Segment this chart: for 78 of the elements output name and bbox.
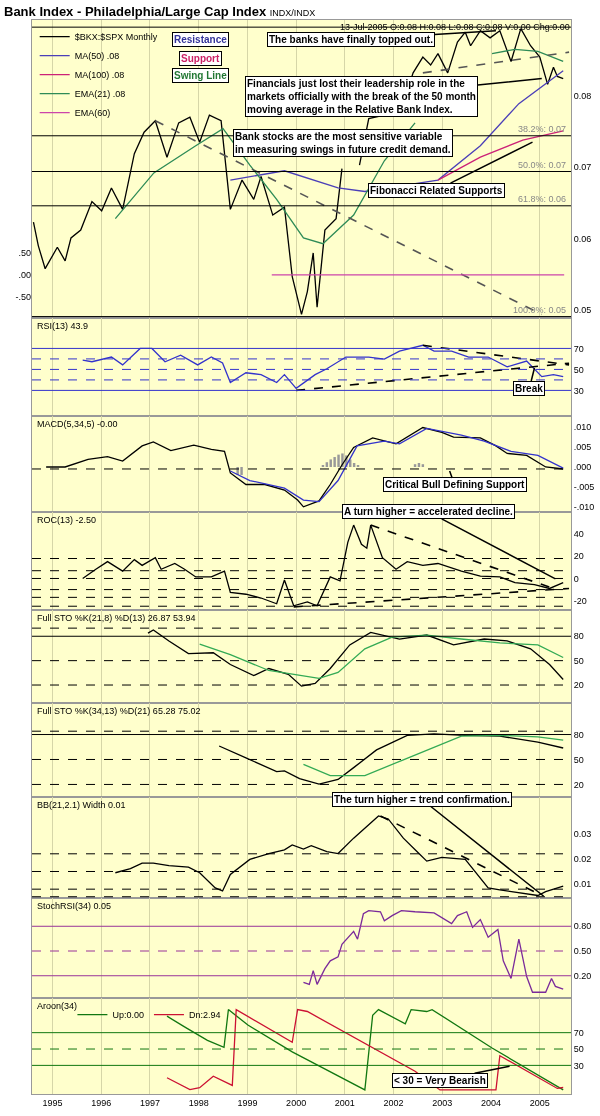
y-tick-label: 20 <box>573 779 584 790</box>
annotation: < 30 = Very Bearish <box>394 1075 486 1086</box>
chart-title: StochRSI(34) 0.05 <box>37 901 112 911</box>
x-tick-label: 2000 <box>286 1097 307 1108</box>
x-tick-label: 2002 <box>383 1097 404 1108</box>
y-tick-label: 0.50 <box>573 946 592 957</box>
y-tick-label: 0.02 <box>573 854 592 865</box>
y-tick-label: 0 <box>573 573 579 584</box>
annotation: Bank stocks are the most sensitive variable in measuring swings in future credit demand. <box>235 131 451 155</box>
ref-line-label: 61.8%: 0.06 <box>518 194 567 204</box>
y-tick-label: 20 <box>573 551 584 562</box>
y-tick-label: -.010 <box>573 501 595 512</box>
y-tick-label: .000 <box>573 462 592 473</box>
y-tick-label: 0.80 <box>573 921 592 932</box>
y-tick-label: 0.06 <box>573 233 592 244</box>
annotation: The turn higher = trend confirmation. <box>334 794 511 805</box>
y-tick-label: 0.03 <box>573 828 592 839</box>
annotation: A turn higher = accelerated decline. <box>344 506 514 517</box>
legend-label: EMA(21) .08 <box>74 89 126 100</box>
y-tick-label: .010 <box>573 422 592 433</box>
legend-label: MA(50) .08 <box>74 51 120 62</box>
y-tick-label: 0.20 <box>573 970 592 981</box>
chart-title: Bank Index - Philadelphia/Large Cap Index <box>4 4 267 19</box>
y-tick-label: .005 <box>573 442 592 453</box>
legend-label: MA(100) .08 <box>74 70 125 81</box>
annotation: Support <box>181 53 220 64</box>
x-tick-label: 2004 <box>481 1097 502 1108</box>
y-tick-label: 20 <box>573 680 584 691</box>
annotation: Resistance <box>174 34 228 45</box>
y-tick-label: 40 <box>573 529 584 540</box>
legend-label: Up:0.00 <box>112 1010 144 1021</box>
annotation: Financials just lost their leadership role in the markets officially with the break of the 50 month moving average in the Relative Bank Index. <box>247 78 476 115</box>
annotation: Break <box>515 383 544 394</box>
chart-title: Aroon(34) <box>37 1001 78 1011</box>
x-tick-label: 1999 <box>237 1097 258 1108</box>
annotation: Swing Line <box>174 70 228 81</box>
y-tick-label: 0.08 <box>573 90 592 101</box>
chart-title: RSI(13) 43.9 <box>37 321 89 331</box>
y-tick-label: 70 <box>573 1027 584 1038</box>
y-tick-label: 0.05 <box>573 305 592 316</box>
legend-label: Dn:2.94 <box>188 1010 221 1021</box>
x-tick-label: 2003 <box>432 1097 453 1108</box>
annotation: Critical Bull Defining Support <box>385 479 526 490</box>
y2-tick-label: .00 <box>18 270 31 280</box>
ref-line-label: 50.0%: 0.07 <box>518 160 567 170</box>
y-tick-label: 50 <box>573 655 584 666</box>
x-tick-label: 1997 <box>139 1097 160 1108</box>
y-tick-label: 50 <box>573 1044 584 1055</box>
legend-label: EMA(60) <box>74 108 111 119</box>
annotation: Fibonacci Related Supports <box>370 185 503 196</box>
x-tick-label: 2005 <box>529 1097 550 1108</box>
y-tick-label: -20 <box>573 595 587 606</box>
ref-line-label: 38.2%: 0.07 <box>518 124 567 134</box>
annotation: The banks have finally topped out. <box>269 34 434 45</box>
y-tick-label: 30 <box>573 385 584 396</box>
x-tick-label: 1996 <box>91 1097 112 1108</box>
y-tick-label: 80 <box>573 729 584 740</box>
x-tick-label: 2001 <box>334 1097 355 1108</box>
chart-title: BB(21,2.1) Width 0.01 <box>37 800 126 810</box>
y-tick-label: 0.01 <box>573 879 592 890</box>
y-tick-label: 30 <box>573 1060 584 1071</box>
legend-label: $BKX:$SPX Monthly <box>74 32 158 43</box>
y2-tick-label: .50 <box>18 247 31 258</box>
x-tick-label: 1995 <box>42 1097 63 1108</box>
y-tick-label: 0.07 <box>573 162 592 173</box>
ref-line-label: 100.0%: 0.05 <box>513 305 567 315</box>
chart-title: ROC(13) -2.50 <box>37 515 97 525</box>
chart-title: Full STO %K(21,8) %D(13) 26.87 53.94 <box>37 613 196 623</box>
y-tick-label: 80 <box>573 631 584 642</box>
chart-subtitle: INDX/INDX <box>269 8 316 18</box>
chart-title: Full STO %K(34,13) %D(21) 65.28 75.02 <box>37 706 201 716</box>
y2-tick-label: -.50 <box>15 292 31 303</box>
y-tick-label: 50 <box>573 754 584 765</box>
y-tick-label: 70 <box>573 343 584 354</box>
chart-title: MACD(5,34,5) -0.00 <box>37 419 118 429</box>
y-tick-label: -.005 <box>573 482 595 493</box>
y-tick-label: 50 <box>573 364 584 375</box>
x-tick-label: 1998 <box>188 1097 209 1108</box>
